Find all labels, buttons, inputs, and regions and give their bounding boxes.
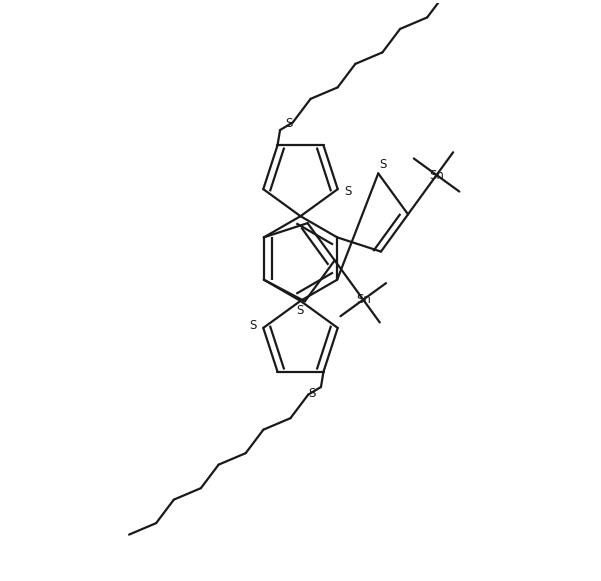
Text: Sn: Sn bbox=[429, 168, 444, 181]
Text: S: S bbox=[285, 117, 293, 130]
Text: S: S bbox=[344, 185, 352, 198]
Text: S: S bbox=[249, 319, 257, 332]
Text: S: S bbox=[308, 387, 316, 400]
Text: S: S bbox=[380, 158, 387, 171]
Text: Sn: Sn bbox=[356, 293, 371, 306]
Text: S: S bbox=[296, 304, 304, 317]
